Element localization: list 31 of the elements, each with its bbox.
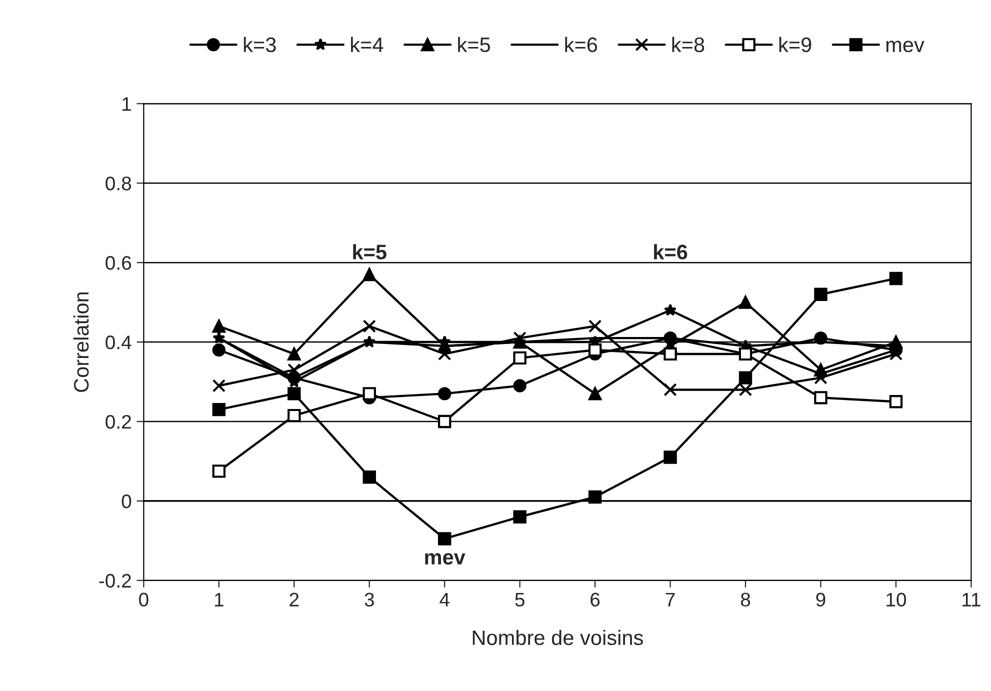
- annotation: k=5: [353, 244, 386, 260]
- legend-label: k=3: [244, 36, 276, 52]
- annotation: k=6: [654, 244, 688, 260]
- x-tick-label: 9: [816, 592, 826, 607]
- legend-label: k=9: [779, 36, 812, 52]
- y-tick-label: -0.2: [99, 574, 131, 588]
- x-tick-label: 11: [962, 592, 980, 606]
- annotation: mev: [425, 553, 466, 565]
- x-tick-label: 7: [666, 592, 675, 606]
- legend-label: k=8: [672, 36, 704, 52]
- x-tick-label: 1: [214, 592, 224, 606]
- y-tick-label: 0.2: [106, 414, 131, 429]
- x-tick-label: 5: [515, 592, 524, 607]
- y-tick-label: 0.4: [106, 336, 132, 350]
- x-tick-label: 0: [139, 592, 148, 607]
- y-tick-label: 0.6: [106, 256, 132, 270]
- y-tick-label: 1: [122, 97, 131, 111]
- y-tick-label: 0.8: [106, 176, 132, 190]
- y-axis-title: Correlation: [73, 292, 89, 392]
- x-axis-title: Nombre de voisins: [472, 630, 643, 646]
- legend-label: k=6: [565, 36, 598, 52]
- y-tick-label: 0: [122, 494, 132, 508]
- legend-label: k=4: [351, 36, 384, 52]
- legend-label: k=5: [458, 36, 490, 52]
- x-tick-label: 10: [886, 592, 906, 607]
- legend-label: mev: [886, 40, 924, 52]
- x-tick-label: 6: [590, 592, 600, 607]
- x-tick-label: 4: [440, 592, 450, 606]
- x-tick-label: 8: [740, 592, 750, 607]
- x-tick-label: 3: [364, 592, 374, 607]
- x-tick-label: 2: [290, 592, 299, 606]
